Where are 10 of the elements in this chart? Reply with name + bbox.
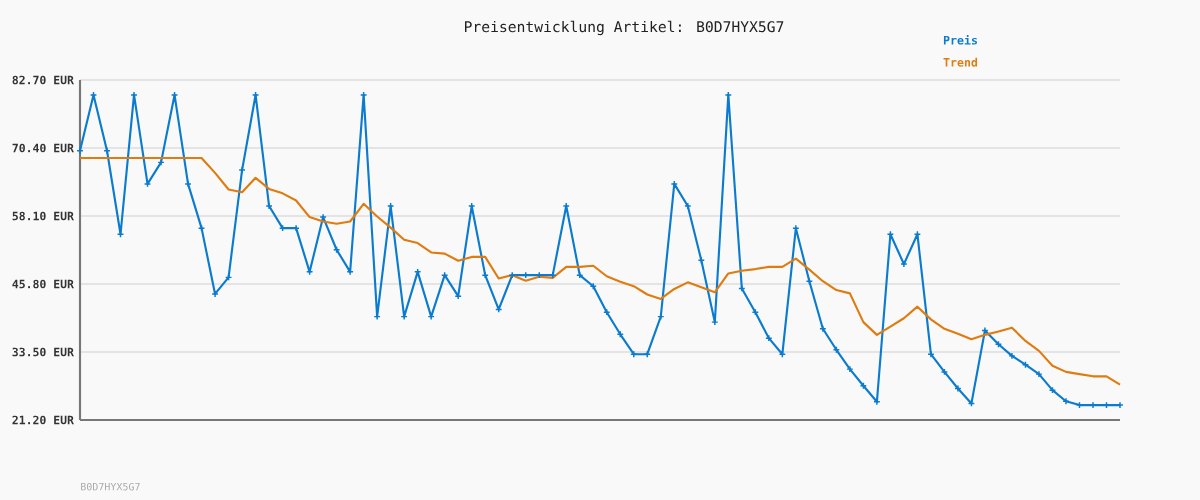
text: Preis <box>943 34 977 45</box>
y-tick-label: 33.50 EUR <box>12 347 74 357</box>
y-tick-label: 45.80 EUR <box>12 279 74 289</box>
text: Trend <box>943 57 978 67</box>
y-tick-label: 82.70 EUR <box>12 75 74 85</box>
chart-title: Preisentwicklung Artikel: B0D7HYX5G7 <box>464 20 784 36</box>
y-tick-label: 58.10 EUR <box>12 211 74 221</box>
y-tick-label: 21.20 EUR <box>12 415 74 425</box>
text: B0D7HYX5G7 <box>81 482 140 491</box>
y-tick-label: 70.40 EUR <box>12 143 74 153</box>
